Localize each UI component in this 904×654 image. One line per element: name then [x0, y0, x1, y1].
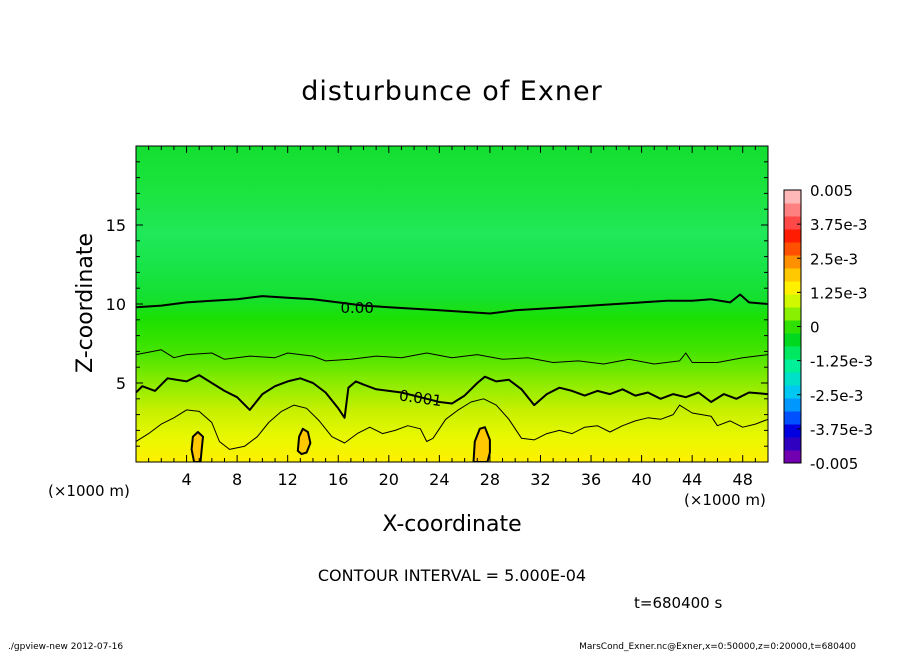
colorbar-swatch-21: [784, 190, 801, 204]
x-tick-label-48: 48: [733, 470, 753, 489]
colorbar-swatch-12: [784, 307, 801, 321]
colorbar-swatch-1: [784, 450, 801, 464]
colorbar-swatch-15: [784, 268, 801, 282]
contour-max-fill-2: [297, 428, 311, 455]
colorbar-swatch-9: [784, 346, 801, 360]
colorbar-swatch-16: [784, 255, 801, 269]
x-tick-label-28: 28: [480, 470, 500, 489]
colorbar-swatch-5: [784, 398, 801, 412]
colorbar-swatch-18: [784, 229, 801, 243]
colorbar-label-5: 0: [810, 319, 820, 337]
contour-line-6: [296, 427, 312, 456]
contour-line-3: [136, 374, 768, 419]
contour-line-7: [472, 426, 491, 462]
y-axis-label: Z-coordinate: [73, 233, 98, 373]
colorbar-label-8: -3.75e-3: [810, 421, 873, 439]
contour-line-2: [136, 349, 768, 365]
x-tick-label-40: 40: [631, 470, 651, 489]
colorbar-swatch-4: [784, 411, 801, 425]
x-tick-label-32: 32: [530, 470, 550, 489]
x-unit-label-left: (×1000 m): [48, 482, 130, 500]
colorbar-swatch-17: [784, 242, 801, 256]
colorbar-label-6: -1.25e-3: [810, 353, 873, 371]
x-unit-label-right: (×1000 m): [684, 491, 766, 509]
colorbar-swatch-2: [784, 437, 801, 451]
chart-title: disturbunce of Exner: [301, 76, 603, 107]
contour-line-1: [136, 293, 768, 315]
color-field: [136, 146, 768, 462]
contour-line-5: [190, 431, 204, 462]
colorbar-swatch-19: [784, 216, 801, 230]
x-axis-label: X-coordinate: [382, 512, 522, 537]
colorbar-label-9: -0.005: [810, 455, 858, 473]
colorbar-swatch-14: [784, 281, 801, 295]
y-tick-label-15: 15: [106, 216, 126, 235]
colorbar-label-7: -2.5e-3: [810, 387, 863, 405]
y-tick-label-10: 10: [106, 295, 126, 314]
colorbar-swatch-13: [784, 294, 801, 308]
contour-label-1: 0.00: [340, 299, 373, 317]
contour-max-fill-1: [191, 432, 203, 462]
contour-label-2: 0.001: [398, 386, 443, 410]
colorbar-swatch-20: [784, 203, 801, 217]
colorbar-swatch-8: [784, 359, 801, 373]
time-label: t=680400 s: [634, 594, 723, 612]
footer-left: ./gpview-new 2012-07-16: [8, 642, 124, 652]
colorbar-label-3: 2.5e-3: [810, 250, 858, 268]
colorbar-swatch-7: [784, 372, 801, 386]
x-tick-label-44: 44: [682, 470, 702, 489]
colorbar-label-2: 3.75e-3: [810, 216, 868, 234]
colorbar-swatch-6: [784, 385, 801, 399]
colorbar-label-1: 0.005: [810, 182, 853, 200]
x-tick-label-8: 8: [232, 470, 242, 489]
contour-line-4: [136, 398, 768, 450]
colorbar-label-4: 1.25e-3: [810, 284, 868, 302]
x-tick-label-20: 20: [379, 470, 399, 489]
x-tick-label-4: 4: [181, 470, 191, 489]
colorbar-swatch-11: [784, 320, 801, 334]
x-tick-label-36: 36: [581, 470, 601, 489]
colorbar: 0.005 3.75e-3 2.5e-3 1.25e-3 0 -1.25e-3 -2.5e-…: [783, 182, 873, 473]
footer-right: MarsCond_Exner.nc@Exner,x=0:50000,z=0:20…: [579, 642, 856, 652]
contour-interval-label: CONTOUR INTERVAL = 5.000E-04: [317, 566, 587, 585]
y-tick-label-5: 5: [116, 374, 126, 393]
x-tick-label-24: 24: [429, 470, 449, 489]
colorbar-swatch-3: [784, 424, 801, 438]
x-tick-label-12: 12: [278, 470, 298, 489]
colorbar-swatch-10: [784, 333, 801, 347]
x-tick-label-16: 16: [328, 470, 348, 489]
